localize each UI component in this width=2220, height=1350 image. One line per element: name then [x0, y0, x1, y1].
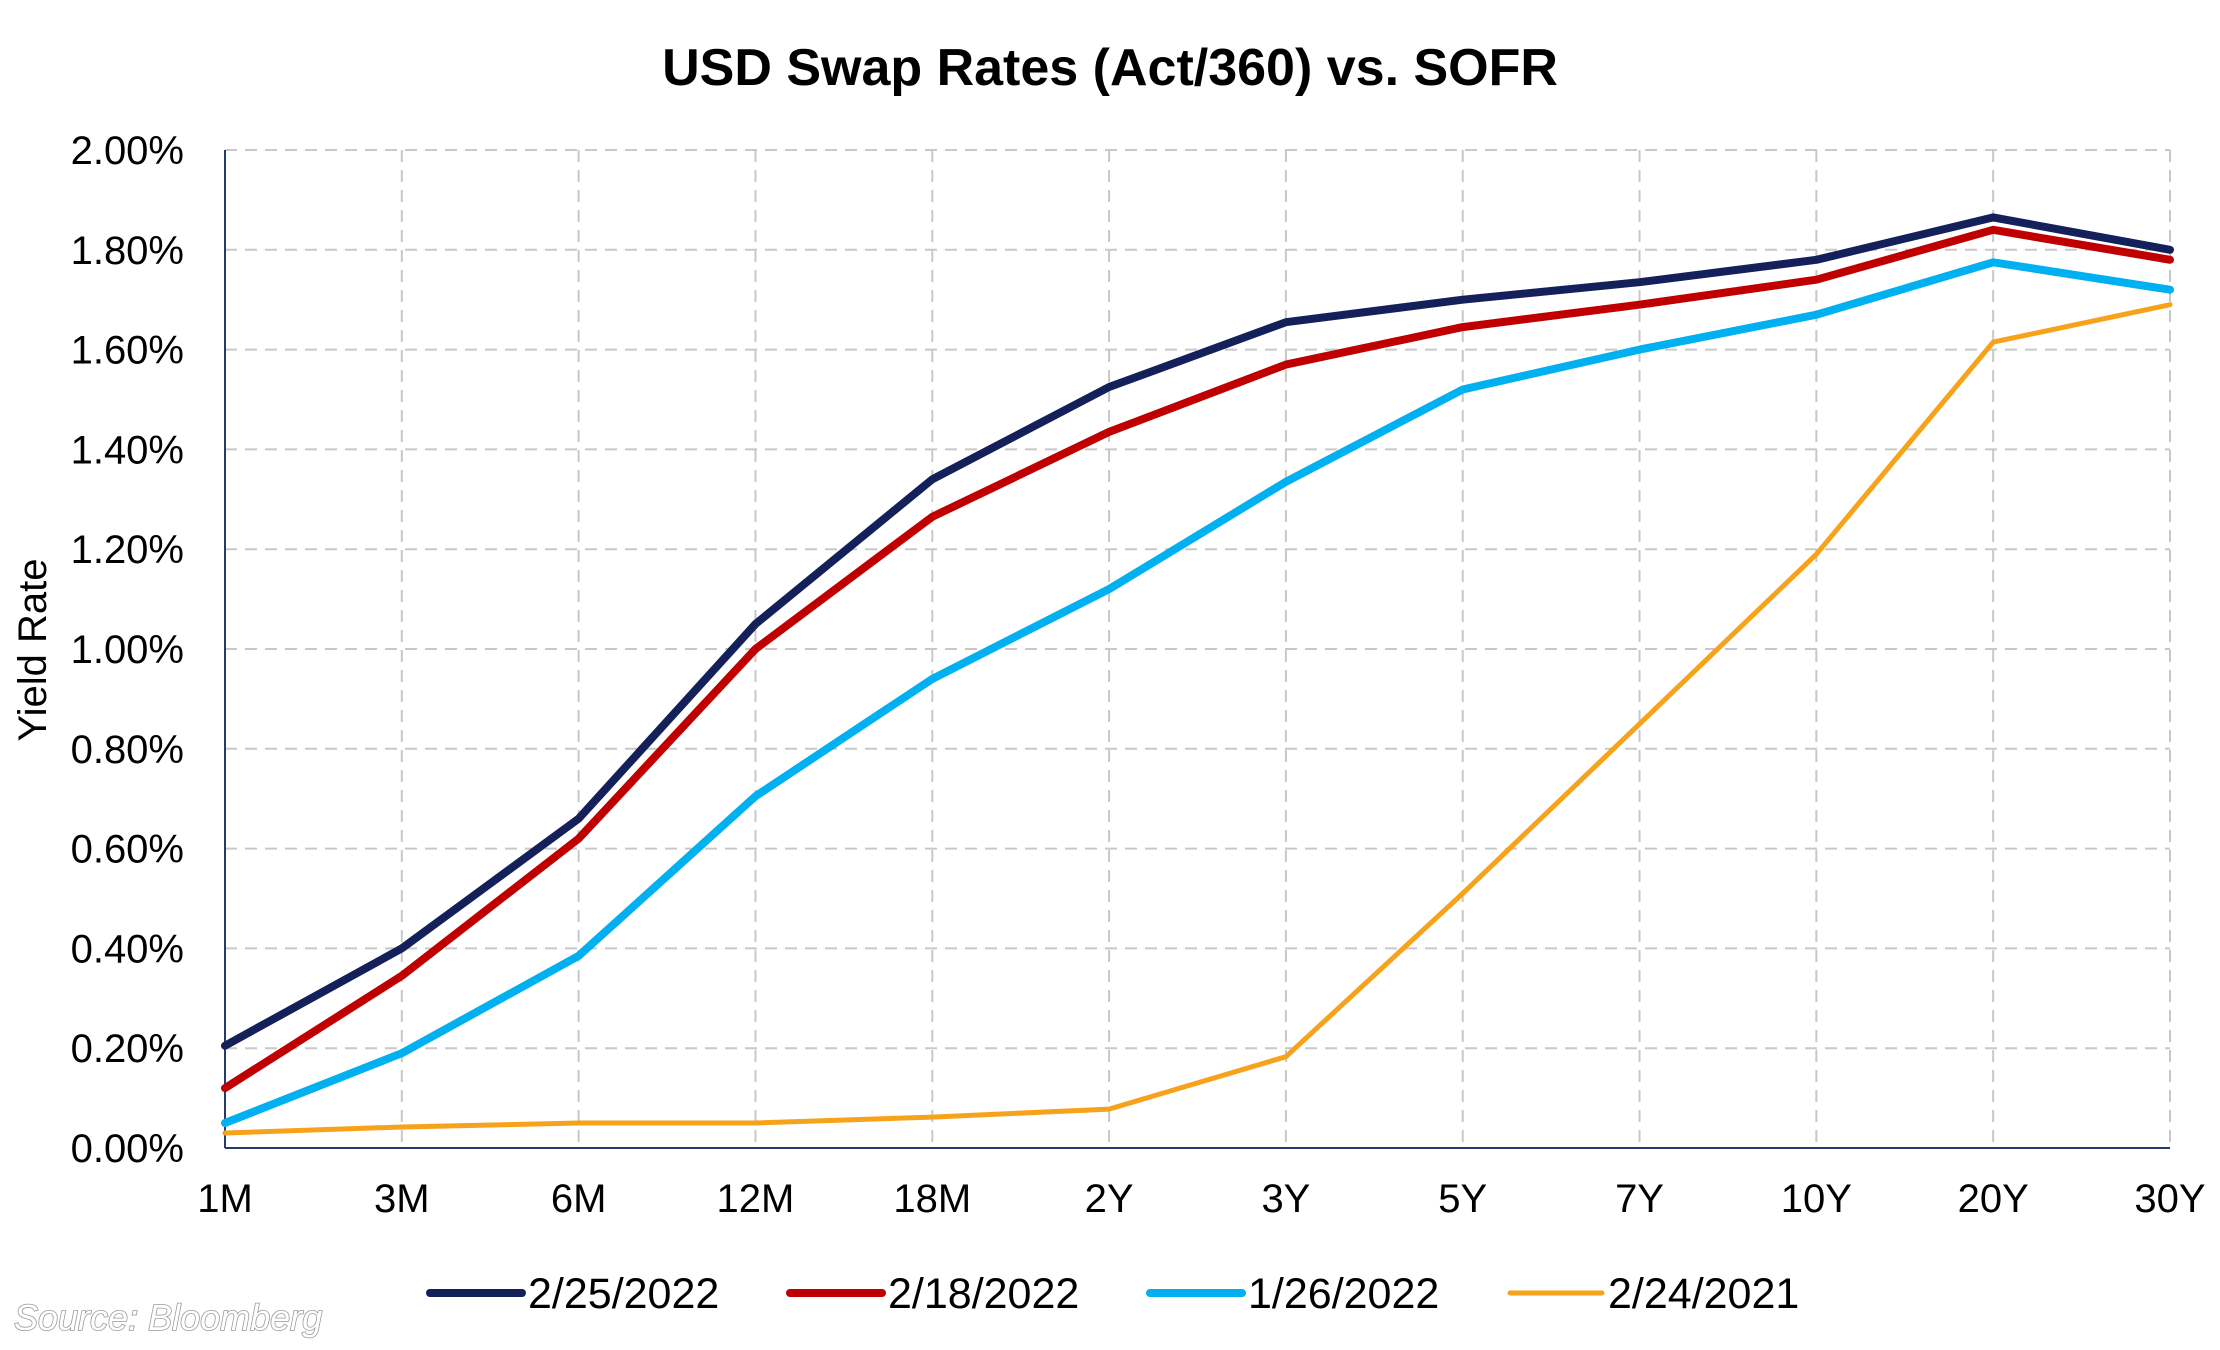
y-tick-label: 0.20% [71, 1027, 184, 1071]
series-line-2-25-2022 [225, 217, 2170, 1045]
chart-container: USD Swap Rates (Act/360) vs. SOFR 0.00% 0… [0, 0, 2220, 1350]
x-axis-tick-labels: 1M 3M 6M 12M 18M 2Y 3Y 5Y 7Y 10Y 20Y 30Y [197, 1177, 2205, 1221]
x-tick-label: 3Y [1261, 1177, 1310, 1221]
x-tick-label: 2Y [1085, 1177, 1134, 1221]
y-tick-label: 1.40% [71, 428, 184, 472]
x-tick-label: 20Y [1958, 1177, 2029, 1221]
series-lines [225, 217, 2170, 1133]
y-tick-label: 2.00% [71, 129, 184, 173]
y-tick-label: 0.60% [71, 828, 184, 872]
x-tick-label: 12M [717, 1177, 795, 1221]
x-tick-label: 18M [893, 1177, 971, 1221]
chart-title: USD Swap Rates (Act/360) vs. SOFR [662, 39, 1558, 97]
source-note: Source: Bloomberg [14, 1297, 322, 1338]
y-tick-label: 1.00% [71, 628, 184, 672]
y-tick-label: 1.60% [71, 329, 184, 373]
y-tick-label: 1.20% [71, 528, 184, 572]
y-axis-tick-labels: 0.00% 0.20% 0.40% 0.60% 0.80% 1.00% 1.20% 1.40%… [71, 129, 184, 1171]
line-chart: USD Swap Rates (Act/360) vs. SOFR 0.00%0… [0, 0, 2220, 1350]
x-tick-label: 30Y [2134, 1177, 2205, 1221]
x-tick-label: 5Y [1438, 1177, 1487, 1221]
x-tick-label: 1M [197, 1177, 253, 1221]
series-line-2-24-2021 [225, 305, 2170, 1133]
legend-label: 2/25/2022 [528, 1270, 719, 1318]
series-line-1-26-2022 [225, 262, 2170, 1123]
y-tick-label: 0.40% [71, 927, 184, 971]
x-tick-label: 3M [374, 1177, 430, 1221]
legend-label: 1/26/2022 [1248, 1270, 1439, 1318]
y-tick-label: 0.80% [71, 728, 184, 772]
y-tick-label: 1.80% [71, 229, 184, 273]
y-tick-label: 0.00% [71, 1127, 184, 1171]
legend-label: 2/24/2021 [1608, 1270, 1799, 1318]
legend: 2/25/2022 2/18/2022 1/26/2022 2/24/2021 [430, 1270, 1799, 1318]
y-axis-title: Yield Rate [11, 558, 55, 741]
x-tick-label: 7Y [1615, 1177, 1664, 1221]
x-tick-label: 6M [551, 1177, 607, 1221]
legend-label: 2/18/2022 [888, 1270, 1079, 1318]
x-tick-label: 10Y [1781, 1177, 1852, 1221]
